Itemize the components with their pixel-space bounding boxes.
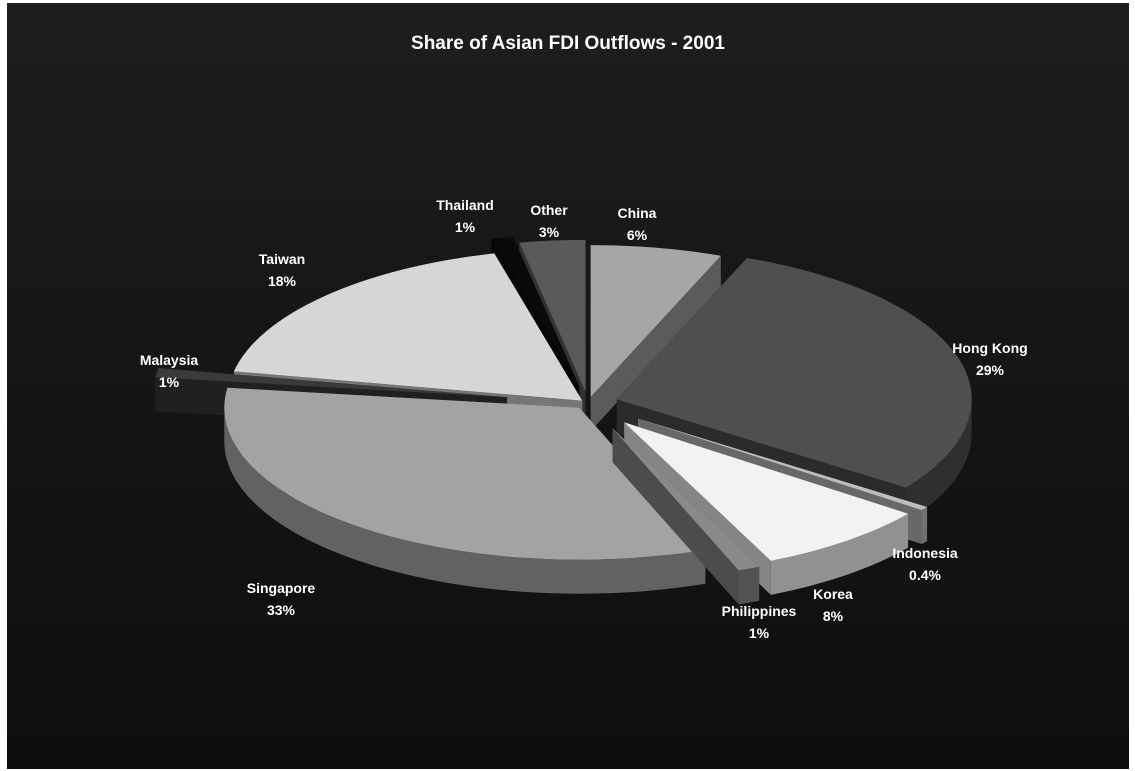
slice-value: 1% — [455, 219, 476, 235]
slice-value: 0.4% — [909, 567, 941, 583]
data-label-china: China 6% — [618, 205, 657, 243]
slice-value: 18% — [268, 273, 297, 289]
data-label-singapore: Singapore 33% — [247, 580, 316, 618]
slice-top — [491, 236, 580, 387]
data-label-other: Other 3% — [530, 202, 568, 240]
slice-top — [616, 257, 972, 488]
slice-name: Indonesia — [892, 545, 958, 561]
slice-rim — [770, 513, 909, 595]
data-label-indonesia: Indonesia 0.4% — [892, 545, 958, 583]
slice-name: Hong Kong — [952, 340, 1027, 356]
data-label-thailand: Thailand 1% — [436, 197, 494, 235]
slice-value: 1% — [749, 625, 770, 641]
data-label-taiwan: Taiwan 18% — [259, 251, 305, 289]
slice-name: Other — [530, 202, 568, 218]
slice-top — [233, 253, 583, 401]
slice-name: Malaysia — [140, 352, 199, 368]
slice-wall — [612, 428, 739, 605]
slice-value: 29% — [976, 362, 1005, 378]
slice-rim — [738, 566, 760, 605]
data-label-hong-kong: Hong Kong 29% — [952, 340, 1027, 378]
slice-top — [224, 387, 706, 560]
slice-value: 8% — [823, 608, 844, 624]
slice-name: China — [618, 205, 657, 221]
slice-top — [155, 368, 508, 398]
slice-name: Singapore — [247, 580, 316, 596]
data-label-korea: Korea 8% — [813, 586, 853, 624]
pie-slice-china — [590, 245, 721, 432]
slice-top — [590, 245, 721, 398]
slice-top — [612, 428, 760, 571]
slice-top — [624, 422, 909, 561]
pie-chart: China 6% Hong Kong 29% Indonesia 0.4% Korea 8% P… — [140, 197, 1028, 641]
data-label-malaysia: Malaysia 1% — [140, 352, 199, 390]
slice-rim — [921, 506, 928, 545]
slice-rim — [905, 399, 972, 522]
slice-wall — [590, 255, 721, 432]
slice-top — [519, 239, 586, 392]
slice-rim — [224, 407, 706, 594]
slice-name: Taiwan — [259, 251, 305, 267]
slice-value: 6% — [627, 227, 648, 243]
data-label-philippines: Philippines 1% — [722, 603, 797, 641]
slice-name: Thailand — [436, 197, 494, 213]
slice-top — [638, 418, 928, 511]
slice-name: Korea — [813, 586, 853, 602]
slice-name: Philippines — [722, 603, 797, 619]
slice-value: 1% — [159, 374, 180, 390]
slice-value: 3% — [539, 224, 560, 240]
chart-area: Share of Asian FDI Outflows - 2001 China… — [7, 3, 1129, 769]
pie-slice-philippines — [612, 428, 760, 605]
chart-title: Share of Asian FDI Outflows - 2001 — [411, 33, 725, 54]
slice-value: 33% — [267, 602, 296, 618]
